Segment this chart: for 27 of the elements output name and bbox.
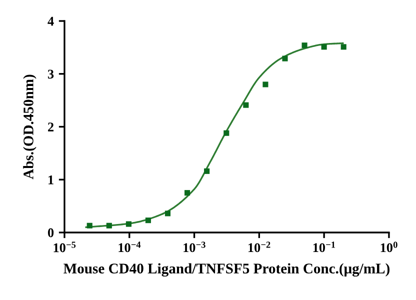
x-tick-label: 10$^{−1}$ xyxy=(313,242,336,252)
point xyxy=(302,42,308,48)
point xyxy=(224,130,230,136)
point xyxy=(86,222,92,228)
y-tick-label: 1 xyxy=(48,175,54,184)
point xyxy=(126,221,132,227)
x-tick-label: 10$^{−5}$ xyxy=(54,242,76,252)
x-tick-label: 10$^{−3}$ xyxy=(184,242,206,252)
y-tick-label: 0 xyxy=(48,228,54,238)
point xyxy=(145,218,151,224)
y-tick-label: 3 xyxy=(48,70,54,79)
point xyxy=(340,44,346,50)
x-tick-label: 10$^{−4}$ xyxy=(118,242,141,252)
point xyxy=(243,102,249,108)
x-tick-label: 10$^{−2}$ xyxy=(248,242,270,252)
point xyxy=(321,44,327,50)
x-axis-title: Mouse CD40 Ligand/TNFSF5 Protein Conc.(μg/mL) xyxy=(64,263,390,277)
y-axis-title: Abs.(OD.450nm) xyxy=(23,74,36,180)
point xyxy=(184,190,190,196)
point xyxy=(106,222,112,228)
y-tick-label: 2 xyxy=(48,122,54,132)
point xyxy=(262,82,268,88)
x-tick-label: 10$^{0}$ xyxy=(380,242,398,252)
point xyxy=(164,210,171,216)
point xyxy=(204,168,210,174)
y-tick-label: 4 xyxy=(48,16,54,26)
point xyxy=(282,56,288,62)
